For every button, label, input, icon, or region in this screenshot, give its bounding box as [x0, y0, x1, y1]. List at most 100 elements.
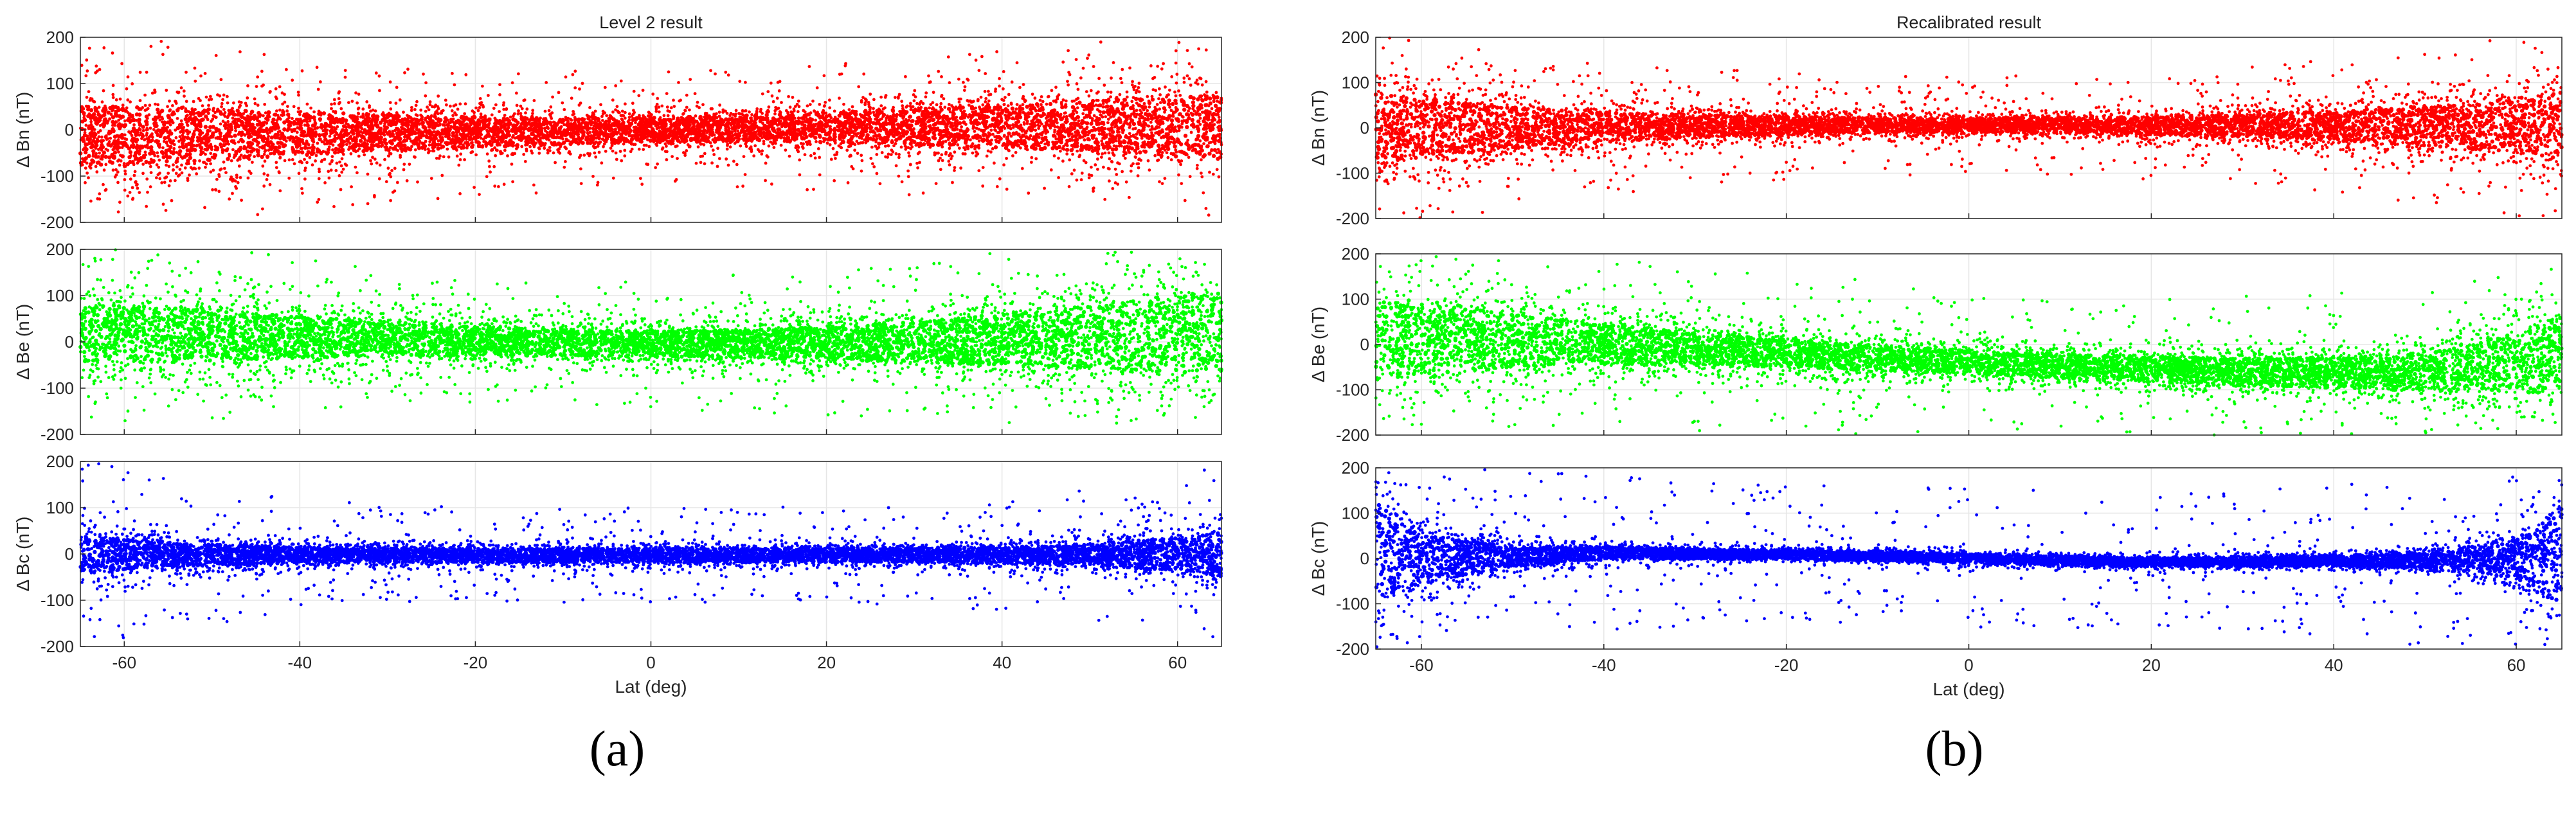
- data-point: [683, 109, 687, 112]
- data-point: [769, 81, 773, 85]
- data-point: [655, 102, 659, 106]
- data-point: [246, 84, 249, 87]
- data-point: [327, 170, 330, 174]
- data-point: [398, 98, 402, 102]
- data-point: [123, 178, 127, 181]
- data-point: [95, 64, 98, 68]
- data-point: [297, 172, 301, 175]
- data-point: [80, 64, 84, 67]
- data-point: [509, 115, 512, 119]
- data-point: [571, 73, 575, 76]
- data-point: [199, 99, 202, 102]
- data-point: [685, 105, 689, 109]
- data-point: [557, 91, 561, 94]
- data-point: [838, 73, 842, 76]
- data-point: [328, 162, 332, 166]
- data-point: [456, 107, 460, 111]
- data-point: [1158, 180, 1161, 184]
- data-point: [1014, 150, 1018, 154]
- data-point: [594, 155, 598, 159]
- data-point: [725, 147, 729, 151]
- data-point: [493, 184, 497, 188]
- data-point: [1081, 66, 1085, 70]
- data-point: [669, 125, 672, 129]
- data-point: [1092, 186, 1095, 190]
- data-point: [1175, 73, 1179, 76]
- data-point: [735, 185, 739, 189]
- data-point: [897, 153, 901, 156]
- data-point: [330, 159, 334, 163]
- data-point: [614, 108, 617, 112]
- data-point: [683, 152, 687, 155]
- data-point: [1025, 120, 1029, 123]
- data-point: [900, 100, 904, 103]
- data-point: [887, 144, 890, 148]
- data-point: [1045, 102, 1049, 106]
- data-point: [1158, 107, 1162, 111]
- data-point: [129, 100, 132, 104]
- data-point: [1148, 105, 1151, 109]
- data-point: [102, 168, 106, 172]
- data-point: [171, 104, 174, 107]
- data-point: [948, 103, 951, 106]
- data-point: [441, 123, 445, 127]
- data-point: [369, 109, 372, 113]
- data-point: [908, 154, 911, 158]
- data-point: [1086, 57, 1089, 60]
- data-point: [828, 106, 832, 110]
- data-point: [620, 159, 624, 163]
- data-point: [1020, 166, 1024, 170]
- data-point: [389, 107, 393, 111]
- data-point: [907, 151, 910, 155]
- data-point: [437, 94, 440, 98]
- data-point: [1043, 186, 1046, 190]
- data-point: [301, 192, 304, 195]
- data-point: [959, 166, 962, 170]
- data-point: [89, 199, 93, 203]
- data-point: [872, 165, 876, 168]
- data-point: [748, 110, 751, 114]
- data-point: [693, 92, 697, 96]
- data-point: [231, 148, 235, 152]
- data-point: [1139, 109, 1142, 112]
- data-point: [828, 143, 832, 147]
- data-point: [573, 86, 577, 90]
- data-point: [1103, 151, 1107, 155]
- data-point: [522, 152, 526, 156]
- data-point: [163, 181, 167, 184]
- data-point: [760, 136, 764, 139]
- data-point: [1215, 100, 1219, 103]
- data-point: [208, 94, 212, 98]
- data-point: [510, 163, 514, 166]
- data-point: [165, 163, 168, 167]
- data-point: [600, 114, 604, 118]
- data-point: [611, 110, 615, 114]
- data-point: [555, 135, 559, 139]
- data-point: [958, 147, 961, 150]
- data-point: [1040, 95, 1043, 98]
- data-point: [1132, 85, 1135, 89]
- data-point: [1036, 123, 1040, 127]
- data-point: [1113, 167, 1117, 171]
- data-point: [334, 111, 338, 115]
- data-point: [631, 102, 635, 105]
- data-point: [546, 148, 550, 152]
- data-point: [1100, 139, 1104, 143]
- data-point: [1187, 156, 1191, 159]
- data-point: [428, 143, 431, 147]
- data-point: [561, 101, 564, 105]
- data-point: [1150, 131, 1153, 135]
- data-point: [1034, 157, 1038, 161]
- data-point: [1214, 91, 1218, 94]
- data-point: [207, 98, 211, 102]
- data-point: [750, 113, 753, 116]
- data-point: [728, 114, 732, 118]
- data-point: [268, 183, 272, 186]
- data-point: [900, 180, 904, 184]
- data-point: [614, 151, 618, 155]
- data-point: [102, 46, 106, 49]
- data-point: [502, 183, 506, 186]
- data-point: [180, 171, 184, 175]
- data-point: [314, 159, 317, 163]
- data-point: [629, 150, 633, 154]
